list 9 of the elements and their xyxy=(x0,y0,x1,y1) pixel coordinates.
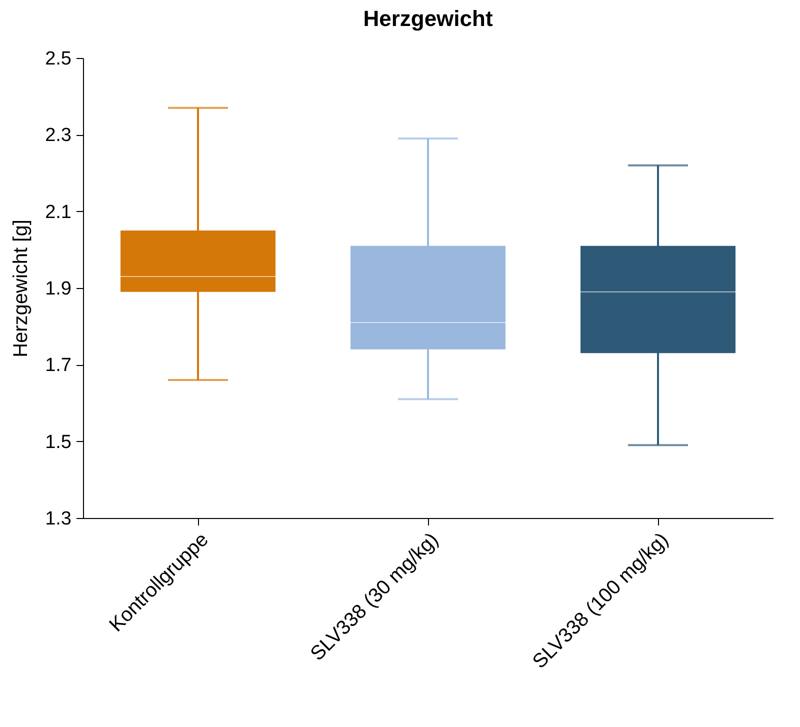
y-tick-label: 2.1 xyxy=(45,202,72,223)
y-tick-label: 1.9 xyxy=(45,278,72,300)
y-tick-label: 1.5 xyxy=(45,432,72,453)
chart-title: Herzgewicht xyxy=(363,6,494,31)
y-tick-label: 1.7 xyxy=(45,355,72,376)
y-tick-label: 2.3 xyxy=(45,125,72,146)
y-tick-label: 1.3 xyxy=(45,508,72,530)
y-axis-title: Herzgewicht [g] xyxy=(10,220,32,358)
y-tick-label: 2.5 xyxy=(45,48,72,70)
